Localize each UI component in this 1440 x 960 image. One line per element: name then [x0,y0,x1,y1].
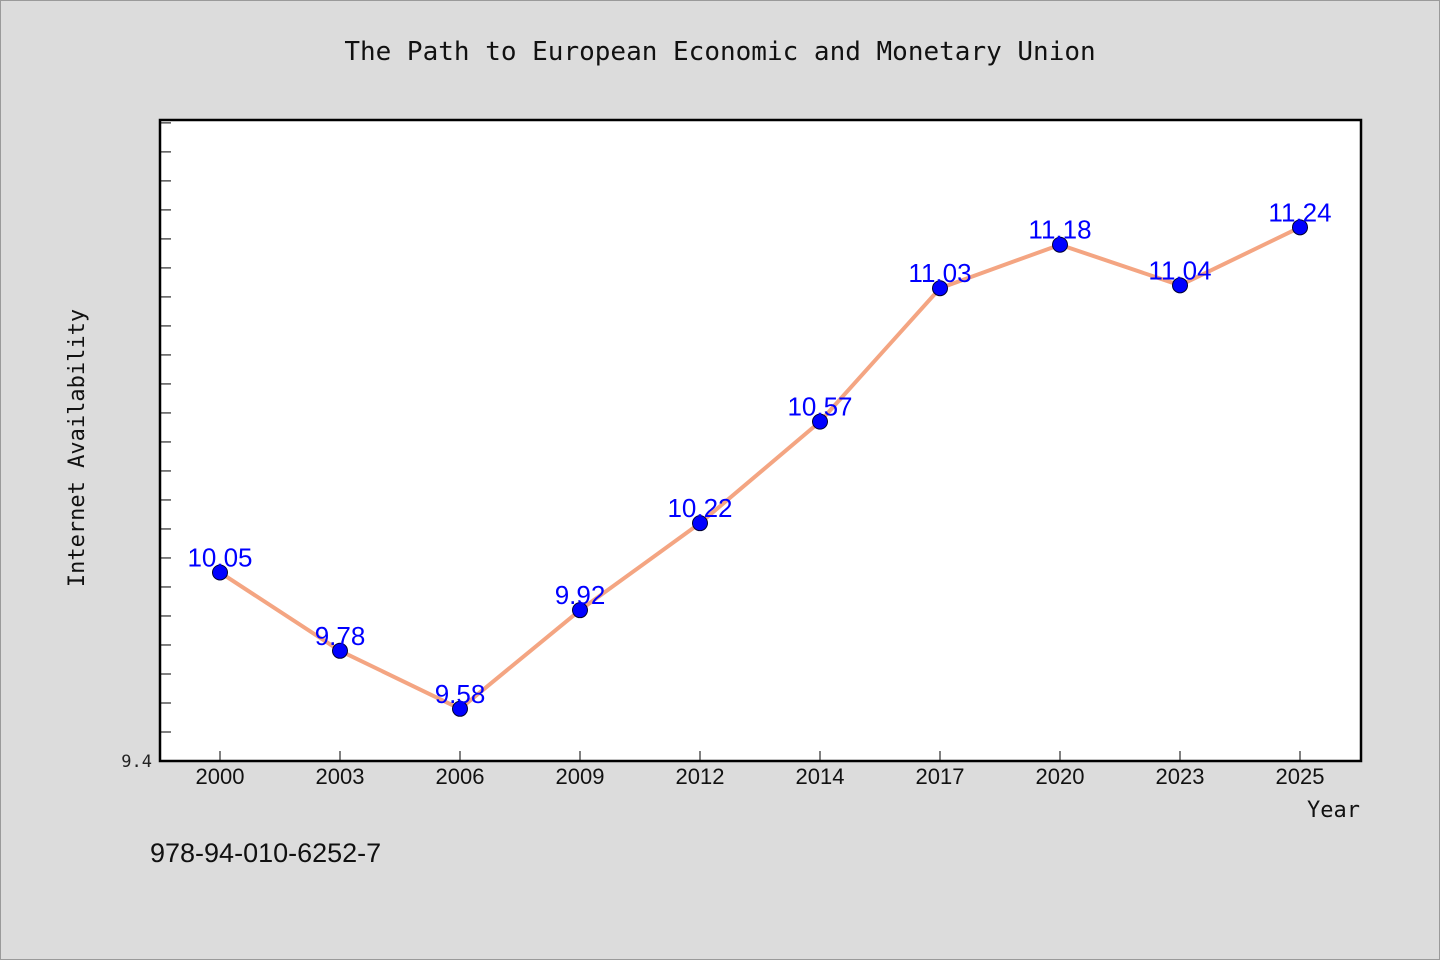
data-point [812,413,828,430]
y-axis-label: Internet Availability [65,309,90,587]
x-tick-label: 2023 [1156,764,1205,789]
x-axis-ticks [219,751,1301,761]
data-label: 11.03 [908,258,971,288]
x-axis-tick-labels: 2000 2003 2006 2009 2012 2014 2017 2020 2023 2025 [196,764,1325,789]
data-label: 9.58 [435,679,486,709]
data-point [1292,219,1308,236]
x-tick-label: 2014 [796,764,845,789]
data-point [332,642,348,659]
data-label: 11.24 [1268,197,1331,227]
x-axis-label: Year [1307,798,1360,823]
data-point [692,515,708,532]
data-point [1172,277,1188,294]
chart-title: The Path to European Economic and Moneta… [344,37,1095,67]
x-tick-label: 2025 [1276,764,1325,789]
data-point [932,280,948,297]
x-tick-label: 2009 [556,764,605,789]
data-point [212,564,228,581]
x-tick-label: 2020 [1036,764,1085,789]
y-tick-label-min: 9.4 [121,752,152,772]
data-point [572,602,588,619]
x-tick-label: 2017 [916,764,965,789]
data-point [452,700,468,717]
x-tick-label: 2006 [436,764,485,789]
series-markers [212,219,1308,717]
data-label: 9.78 [315,621,366,651]
data-label: 9.92 [555,580,606,610]
data-label: 11.04 [1148,255,1211,285]
data-point [1052,236,1068,253]
x-tick-label: 2012 [676,764,725,789]
y-axis-ticks [159,122,171,762]
data-labels: 10.05 9.78 9.58 9.92 10.22 10.57 11.03 11.18 11.… [187,197,1331,708]
x-tick-label: 2003 [316,764,365,789]
isbn-text: 978-94-010-6252-7 [150,838,381,868]
data-label: 11.18 [1028,215,1091,245]
series-line [218,225,1302,711]
data-label: 10.22 [667,493,732,523]
x-tick-label: 2000 [196,764,245,789]
plot-area [158,118,1363,763]
data-label: 10.05 [187,542,252,572]
data-label: 10.57 [787,392,852,422]
